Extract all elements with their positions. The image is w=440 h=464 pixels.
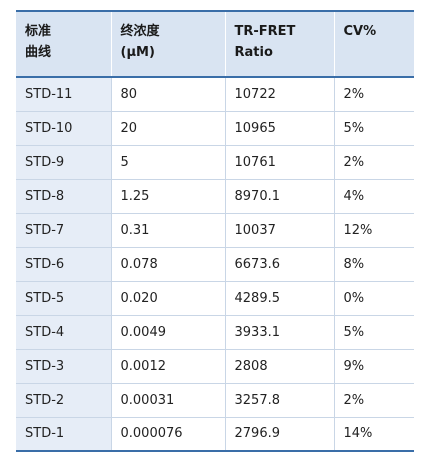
header-line: 标准 [25, 24, 52, 39]
standard-curve-table-container: 标准 曲线 终浓度 (μM) TR-FRET Ratio CV% STD-11 8… [16, 10, 414, 452]
table-row: STD-4 0.0049 3933.1 5% [16, 315, 414, 350]
cv-cell: 0% [334, 281, 414, 316]
concentration-cell: 0.00031 [111, 383, 226, 418]
standard-curve-table: 标准 曲线 终浓度 (μM) TR-FRET Ratio CV% STD-11 8… [16, 10, 414, 452]
table-row: STD-6 0.078 6673.6 8% [16, 247, 414, 282]
header-line: Ratio [234, 45, 273, 60]
concentration-cell: 20 [111, 111, 226, 146]
ratio-cell: 10722 [225, 77, 335, 112]
header-line: 终浓度 [120, 24, 160, 39]
header-standard-curve: 标准 曲线 [16, 10, 112, 78]
header-line: (μM) [120, 45, 155, 60]
cv-cell: 9% [334, 349, 414, 384]
cv-cell: 5% [334, 111, 414, 146]
header-cv-percent: CV% [334, 10, 414, 78]
header-line: TR-FRET [234, 24, 296, 39]
standard-id-cell: STD-11 [16, 77, 112, 112]
header-line: 曲线 [25, 45, 52, 60]
table-row: STD-5 0.020 4289.5 0% [16, 281, 414, 316]
standard-id-cell: STD-10 [16, 111, 112, 146]
table-row: STD-1 0.000076 2796.9 14% [16, 417, 414, 452]
table-body: STD-11 80 10722 2% STD-10 20 10965 5% STD-9 5 1076… [16, 77, 414, 452]
cv-cell: 5% [334, 315, 414, 350]
ratio-cell: 4289.5 [225, 281, 335, 316]
table-row: STD-7 0.31 10037 12% [16, 213, 414, 248]
cv-cell: 8% [334, 247, 414, 282]
table-row: STD-8 1.25 8970.1 4% [16, 179, 414, 214]
standard-id-cell: STD-8 [16, 179, 112, 214]
ratio-cell: 10037 [225, 213, 335, 248]
concentration-cell: 0.31 [111, 213, 226, 248]
cv-cell: 14% [334, 417, 414, 452]
ratio-cell: 8970.1 [225, 179, 335, 214]
table-header: 标准 曲线 终浓度 (μM) TR-FRET Ratio CV% [16, 10, 414, 78]
standard-id-cell: STD-3 [16, 349, 112, 384]
header-row: 标准 曲线 终浓度 (μM) TR-FRET Ratio CV% [16, 10, 414, 78]
header-final-concentration: 终浓度 (μM) [111, 10, 226, 78]
cv-cell: 12% [334, 213, 414, 248]
concentration-cell: 1.25 [111, 179, 226, 214]
concentration-cell: 0.000076 [111, 417, 226, 452]
standard-id-cell: STD-5 [16, 281, 112, 316]
concentration-cell: 80 [111, 77, 226, 112]
ratio-cell: 6673.6 [225, 247, 335, 282]
standard-id-cell: STD-1 [16, 417, 112, 452]
concentration-cell: 0.0012 [111, 349, 226, 384]
table-row: STD-2 0.00031 3257.8 2% [16, 383, 414, 418]
ratio-cell: 2796.9 [225, 417, 335, 452]
standard-id-cell: STD-2 [16, 383, 112, 418]
ratio-cell: 2808 [225, 349, 335, 384]
ratio-cell: 3257.8 [225, 383, 335, 418]
header-line: CV% [343, 24, 377, 39]
cv-cell: 2% [334, 77, 414, 112]
concentration-cell: 0.020 [111, 281, 226, 316]
header-tr-fret-ratio: TR-FRET Ratio [225, 10, 335, 78]
table-row: STD-11 80 10722 2% [16, 77, 414, 112]
cv-cell: 4% [334, 179, 414, 214]
concentration-cell: 5 [111, 145, 226, 180]
table-row: STD-9 5 10761 2% [16, 145, 414, 180]
table-row: STD-3 0.0012 2808 9% [16, 349, 414, 384]
cv-cell: 2% [334, 383, 414, 418]
concentration-cell: 0.078 [111, 247, 226, 282]
ratio-cell: 10761 [225, 145, 335, 180]
standard-id-cell: STD-9 [16, 145, 112, 180]
ratio-cell: 10965 [225, 111, 335, 146]
cv-cell: 2% [334, 145, 414, 180]
concentration-cell: 0.0049 [111, 315, 226, 350]
standard-id-cell: STD-4 [16, 315, 112, 350]
table-row: STD-10 20 10965 5% [16, 111, 414, 146]
standard-id-cell: STD-6 [16, 247, 112, 282]
ratio-cell: 3933.1 [225, 315, 335, 350]
standard-id-cell: STD-7 [16, 213, 112, 248]
